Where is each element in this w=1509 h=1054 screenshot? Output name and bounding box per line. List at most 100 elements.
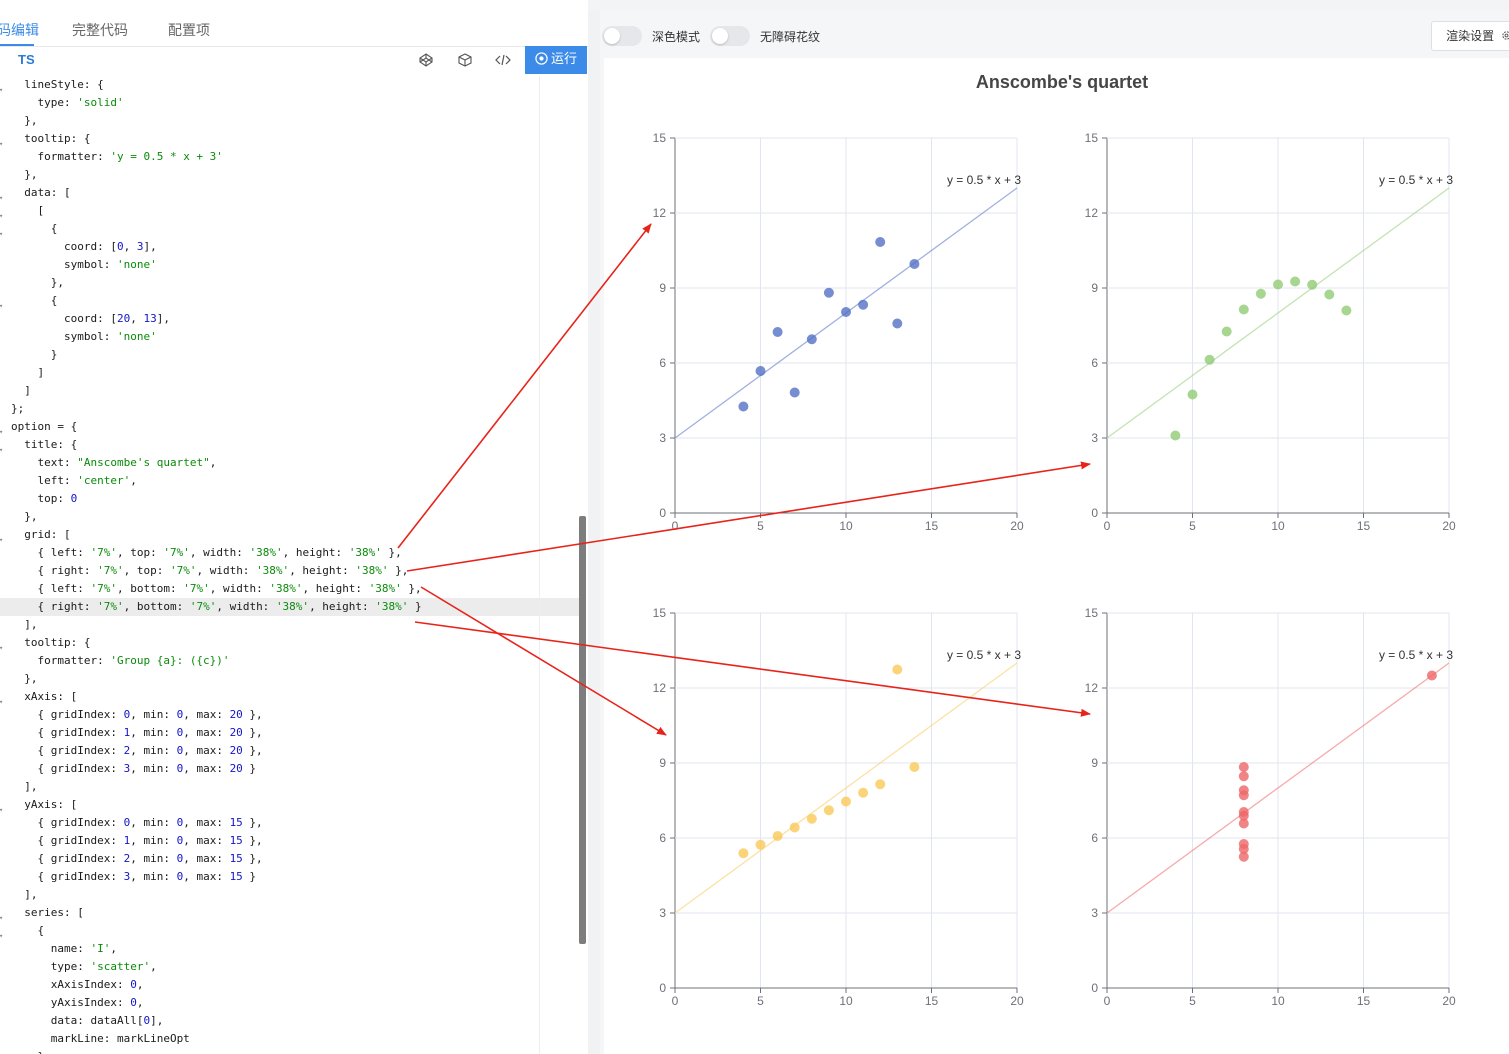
code-line[interactable]: { gridIndex: 3, min: 0, max: 15 }	[0, 868, 580, 886]
code-line[interactable]: { gridIndex: 2, min: 0, max: 20 },	[0, 742, 580, 760]
code-line[interactable]: ],	[0, 778, 580, 796]
code-line[interactable]: name: 'I',	[0, 940, 580, 958]
fold-icon[interactable]: ▾	[0, 644, 4, 652]
code-line[interactable]: coord: [20, 13],	[0, 310, 580, 328]
code-line[interactable]: yAxis: [▾	[0, 796, 580, 814]
code-line[interactable]: },	[0, 112, 580, 130]
code-line[interactable]: tooltip: {▾	[0, 634, 580, 652]
code-icon[interactable]	[493, 50, 513, 70]
code-line[interactable]: {▾	[0, 292, 580, 310]
code-line[interactable]: type: 'scatter',	[0, 958, 580, 976]
code-line-text: ],	[11, 780, 38, 793]
run-button[interactable]: 运行	[525, 46, 587, 74]
code-line[interactable]: },	[0, 166, 580, 184]
code-line[interactable]: },	[0, 274, 580, 292]
code-line[interactable]: ]	[0, 382, 580, 400]
code-line[interactable]: { right: '7%', top: '7%', width: '38%', …	[0, 562, 580, 580]
scatter-point	[858, 787, 869, 798]
code-line[interactable]: formatter: 'Group {a}: ({c})'	[0, 652, 580, 670]
fold-icon[interactable]: ▾	[0, 302, 4, 310]
fold-icon[interactable]: ▾	[0, 194, 4, 202]
code-line[interactable]: data: [▾	[0, 184, 580, 202]
code-line[interactable]: formatter: 'y = 0.5 * x + 3'	[0, 148, 580, 166]
code-line[interactable]: symbol: 'none'	[0, 328, 580, 346]
render-settings-button[interactable]: 渲染设置	[1431, 21, 1509, 51]
code-line-text: series: [	[11, 906, 84, 919]
dark-mode-toggle[interactable]	[602, 26, 642, 46]
code-line[interactable]: { gridIndex: 0, min: 0, max: 15 },	[0, 814, 580, 832]
fold-icon[interactable]: ▾	[0, 428, 4, 436]
code-line[interactable]: type: 'solid'	[0, 94, 580, 112]
code-line[interactable]: }	[0, 346, 580, 364]
code-line[interactable]: option = {▾	[0, 418, 580, 436]
y-tick-label: 15	[1085, 606, 1099, 620]
scatter-point	[772, 327, 783, 337]
fold-icon[interactable]: ▾	[0, 536, 4, 544]
code-line[interactable]: data: dataAll[0],	[0, 1012, 580, 1030]
code-line[interactable]: left: 'center',	[0, 472, 580, 490]
code-line[interactable]: ],	[0, 886, 580, 904]
code-line[interactable]: { left: '7%', top: '7%', width: '38%', h…	[0, 544, 580, 562]
markline-label: y = 0.5 * x + 3	[1379, 648, 1453, 662]
code-line-text: symbol: 'none'	[11, 258, 157, 271]
code-line[interactable]: },	[0, 670, 580, 688]
code-line[interactable]: { gridIndex: 0, min: 0, max: 20 },	[0, 706, 580, 724]
codepen-icon[interactable]	[416, 50, 436, 70]
fold-icon[interactable]: ▾	[0, 446, 4, 454]
scatter-point	[1290, 276, 1301, 287]
fold-icon[interactable]: ▾	[0, 212, 4, 220]
code-line[interactable]: series: [ ▾	[0, 904, 580, 922]
code-line[interactable]: grid: [ ▾	[0, 526, 580, 544]
code-line[interactable]: { gridIndex: 2, min: 0, max: 15 },	[0, 850, 580, 868]
code-line[interactable]: { gridIndex: 3, min: 0, max: 20 }	[0, 760, 580, 778]
code-line[interactable]: xAxis: [▾	[0, 688, 580, 706]
code-line[interactable]: tooltip: {▾	[0, 130, 580, 148]
code-line[interactable]: symbol: 'none'	[0, 256, 580, 274]
pane-splitter[interactable]	[588, 10, 600, 1054]
code-line[interactable]: ]	[0, 364, 580, 382]
code-line[interactable]: text: "Anscombe's quartet",	[0, 454, 580, 472]
code-line[interactable]: ],	[0, 616, 580, 634]
code-line-text: grid: [	[11, 528, 71, 541]
code-line[interactable]: { gridIndex: 1, min: 0, max: 15 },	[0, 832, 580, 850]
code-line[interactable]: { gridIndex: 1, min: 0, max: 20 },	[0, 724, 580, 742]
code-line[interactable]: yAxisIndex: 0,	[0, 994, 580, 1012]
code-line-text: lineStyle: {	[11, 78, 104, 91]
tab-full-code[interactable]: 完整代码	[72, 23, 128, 39]
code-line-text: type: 'scatter',	[11, 960, 157, 973]
scatter-point	[841, 796, 851, 807]
fold-icon[interactable]: ▾	[0, 698, 4, 706]
code-line[interactable]: };	[0, 400, 580, 418]
code-line[interactable]: lineStyle: { ▾	[0, 76, 580, 94]
code-line[interactable]: { right: '7%', bottom: '7%', width: '38%…	[0, 598, 580, 616]
code-line[interactable]: {▾	[0, 220, 580, 238]
code-line[interactable]: markLine: markLineOpt	[0, 1030, 580, 1048]
cube-icon[interactable]	[455, 50, 475, 70]
fold-icon[interactable]: ▾	[0, 140, 4, 148]
code-line[interactable]: },	[0, 508, 580, 526]
code-area[interactable]: lineStyle: { ▾ type: 'solid' }, tooltip: …	[0, 76, 580, 1054]
fold-icon[interactable]: ▾	[0, 86, 4, 94]
editor-scrollbar[interactable]	[579, 516, 586, 944]
code-line[interactable]: coord: [0, 3],	[0, 238, 580, 256]
fold-icon[interactable]: ▾	[0, 914, 4, 922]
code-line[interactable]: [▾	[0, 202, 580, 220]
code-line[interactable]: {▾	[0, 922, 580, 940]
tab-code-edit[interactable]: 码编辑	[0, 23, 39, 39]
code-line-text: {	[11, 294, 58, 307]
code-line[interactable]: title: {▾	[0, 436, 580, 454]
fold-icon[interactable]: ▾	[0, 806, 4, 814]
x-tick-label: 5	[1189, 519, 1196, 533]
accessible-pattern-toggle[interactable]	[710, 26, 750, 46]
x-tick-label: 0	[672, 994, 679, 1008]
fold-icon[interactable]: ▾	[0, 230, 4, 238]
y-tick-label: 0	[1091, 981, 1098, 995]
code-line[interactable]: xAxisIndex: 0,	[0, 976, 580, 994]
x-tick-label: 5	[1189, 994, 1196, 1008]
code-line[interactable]: top: 0	[0, 490, 580, 508]
tab-options[interactable]: 配置项	[168, 23, 210, 39]
code-editor-pane: 码编辑 完整代码 配置项 TS 运行 lineStyle: {▾ type: '…	[0, 0, 588, 1054]
fold-icon[interactable]: ▾	[0, 932, 4, 940]
code-line[interactable]: { left: '7%', bottom: '7%', width: '38%'…	[0, 580, 580, 598]
code-line[interactable]: },	[0, 1048, 580, 1054]
